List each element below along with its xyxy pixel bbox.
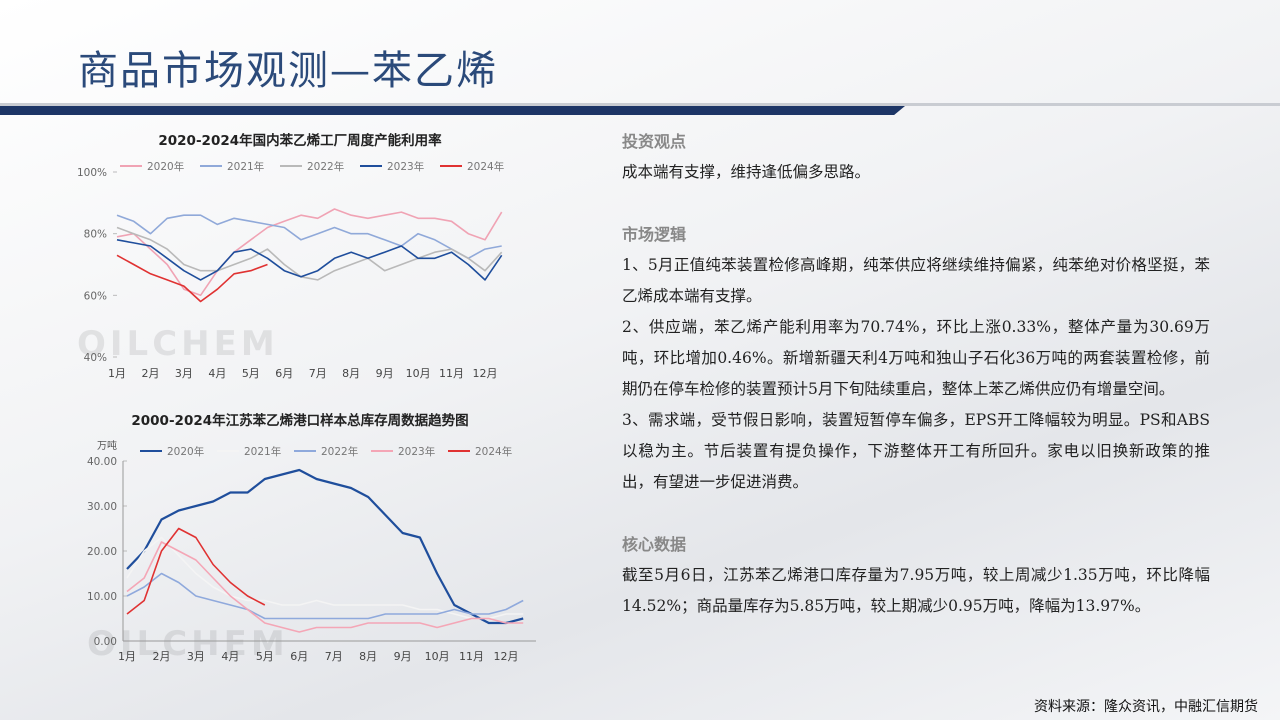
series-line [126,527,266,615]
y-tick-label: 100% [77,167,107,179]
chart-title: 2000-2024年江苏苯乙烯港口样本总库存周数据趋势图 [131,412,468,429]
y-tick-label: 0.00 [94,636,117,648]
x-tick-label: 11月 [459,650,484,663]
x-tick-label: 7月 [325,650,343,663]
series-line [116,239,503,281]
series-line [116,226,503,281]
charts: 2020-2024年国内苯乙烯工厂周度产能利用率OILCHEM40%60%80%… [77,132,536,664]
legend-label: 2022年 [307,160,344,173]
legend-label: 2024年 [467,160,504,173]
legend-label: 2022年 [321,445,358,458]
x-tick-label: 12月 [473,367,498,380]
watermark: OILCHEM [87,624,289,664]
x-tick-label: 6月 [275,367,293,380]
x-tick-label: 6月 [290,650,308,663]
x-tick-label: 4月 [221,650,239,663]
chart-title: 2020-2024年国内苯乙烯工厂周度产能利用率 [158,132,442,149]
section-heading: 投资观点 [622,132,687,151]
legend-label: 2023年 [398,445,435,458]
text-panel: 投资观点成本端有支撑，维持逢低偏多思路。 市场逻辑 1、5月正值纯苯装置检修高峰期，… [622,126,1210,622]
series-line [126,572,524,620]
x-tick-label: 1月 [118,650,136,663]
x-tick-label: 4月 [208,367,226,380]
x-tick-label: 3月 [175,367,193,380]
series-line [126,536,524,620]
source-note: 资料来源：隆众资讯，中融汇信期货 [1034,699,1258,715]
y-tick-label: 60% [84,290,107,302]
paragraph: 3、需求端，受节假日影响，装置短暂停车偏多，EPS开工降幅较为明显。PS和ABS… [622,411,1210,491]
section-heading: 核心数据 [622,535,687,554]
series-line [116,254,268,303]
x-tick-label: 2月 [141,367,159,380]
legend-label: 2020年 [167,445,204,458]
paragraph: 成本端有支撑，维持逢低偏多思路。 [622,163,871,181]
y-tick-label: 40% [84,352,107,364]
divider [0,103,1280,106]
slide-title: 商品市场观测—苯乙烯 [78,48,498,94]
legend-label: 2021年 [244,445,281,458]
series-line [116,214,502,260]
x-tick-label: 8月 [342,367,360,380]
section-heading: 市场逻辑 [622,225,687,244]
legend-label: 2021年 [227,160,264,173]
legend-label: 2020年 [147,160,184,173]
x-tick-label: 2月 [152,650,170,663]
series-line [126,468,524,625]
y-tick-label: 10.00 [87,591,117,603]
x-tick-label: 10月 [406,367,431,380]
x-tick-label: 5月 [242,367,260,380]
x-tick-label: 12月 [494,650,519,663]
y-tick-label: 80% [84,229,107,241]
y-tick-label: 20.00 [87,546,117,558]
spacer [622,188,1210,219]
watermark: OILCHEM [77,324,279,364]
paragraph: 截至5月6日，江苏苯乙烯港口库存量为7.95万吨，较上周减少1.35万吨，环比降… [622,566,1210,615]
x-tick-label: 1月 [108,367,126,380]
spacer [622,498,1210,529]
x-tick-label: 9月 [376,367,394,380]
x-tick-label: 7月 [309,367,327,380]
series-line [126,541,524,633]
divider-bar [0,106,905,115]
legend-label: 2024年 [475,445,512,458]
x-tick-label: 5月 [256,650,274,663]
y-tick-label: 30.00 [87,501,117,513]
x-tick-label: 3月 [187,650,205,663]
x-tick-label: 11月 [439,367,464,380]
paragraph: 2、供应端，苯乙烯产能利用率为70.74%，环比上涨0.33%，整体产量为30.… [622,318,1210,398]
x-tick-label: 9月 [394,650,412,663]
legend-label: 2023年 [387,160,424,173]
x-tick-label: 8月 [359,650,377,663]
x-tick-label: 10月 [425,650,450,663]
unit-label: 万吨 [97,439,117,452]
y-tick-label: 40.00 [87,456,117,468]
paragraph: 1、5月正值纯苯装置检修高峰期，纯苯供应将继续维持偏紧，纯苯绝对价格坚挺，苯乙烯… [622,256,1210,305]
